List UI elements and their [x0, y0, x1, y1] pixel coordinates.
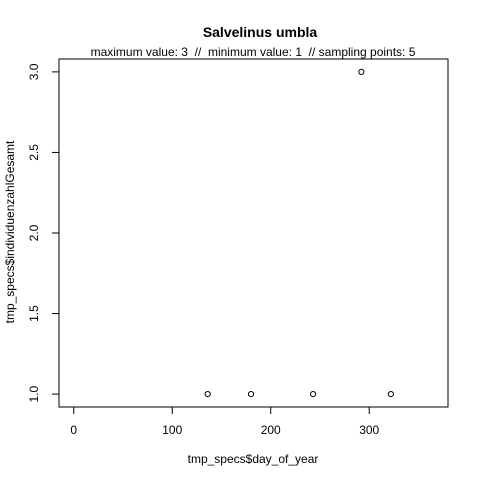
chart-title: Salvelinus umbla: [203, 24, 318, 40]
y-axis: 1.0 1.5 2.0 2.5 3.0: [27, 63, 60, 402]
data-point: [387, 391, 394, 398]
data-point: [309, 391, 317, 398]
y-tick-label: 3.0: [27, 63, 41, 80]
y-tick-label: 2.5: [27, 144, 41, 161]
y-tick-label: 2.0: [27, 224, 41, 241]
y-tick-label: 1.5: [27, 305, 41, 322]
data-point: [358, 68, 365, 75]
data-point: [247, 391, 255, 398]
data-point: [204, 391, 211, 398]
x-axis-label: tmp_specs$day_of_year: [188, 452, 319, 466]
x-tick-label: 200: [261, 423, 281, 437]
y-axis-label: tmp_specs$individuenzahlGesamt: [3, 140, 17, 323]
x-tick-label: 300: [359, 423, 379, 437]
y-tick-label: 1.0: [27, 385, 41, 402]
x-tick-label: 0: [70, 423, 77, 437]
x-tick-label: 100: [162, 423, 182, 437]
chart-subtitle: maximum value: 3 // minimum value: 1 // …: [91, 45, 416, 59]
data-points: [204, 68, 394, 398]
x-axis: 0 100 200 300: [70, 406, 380, 437]
